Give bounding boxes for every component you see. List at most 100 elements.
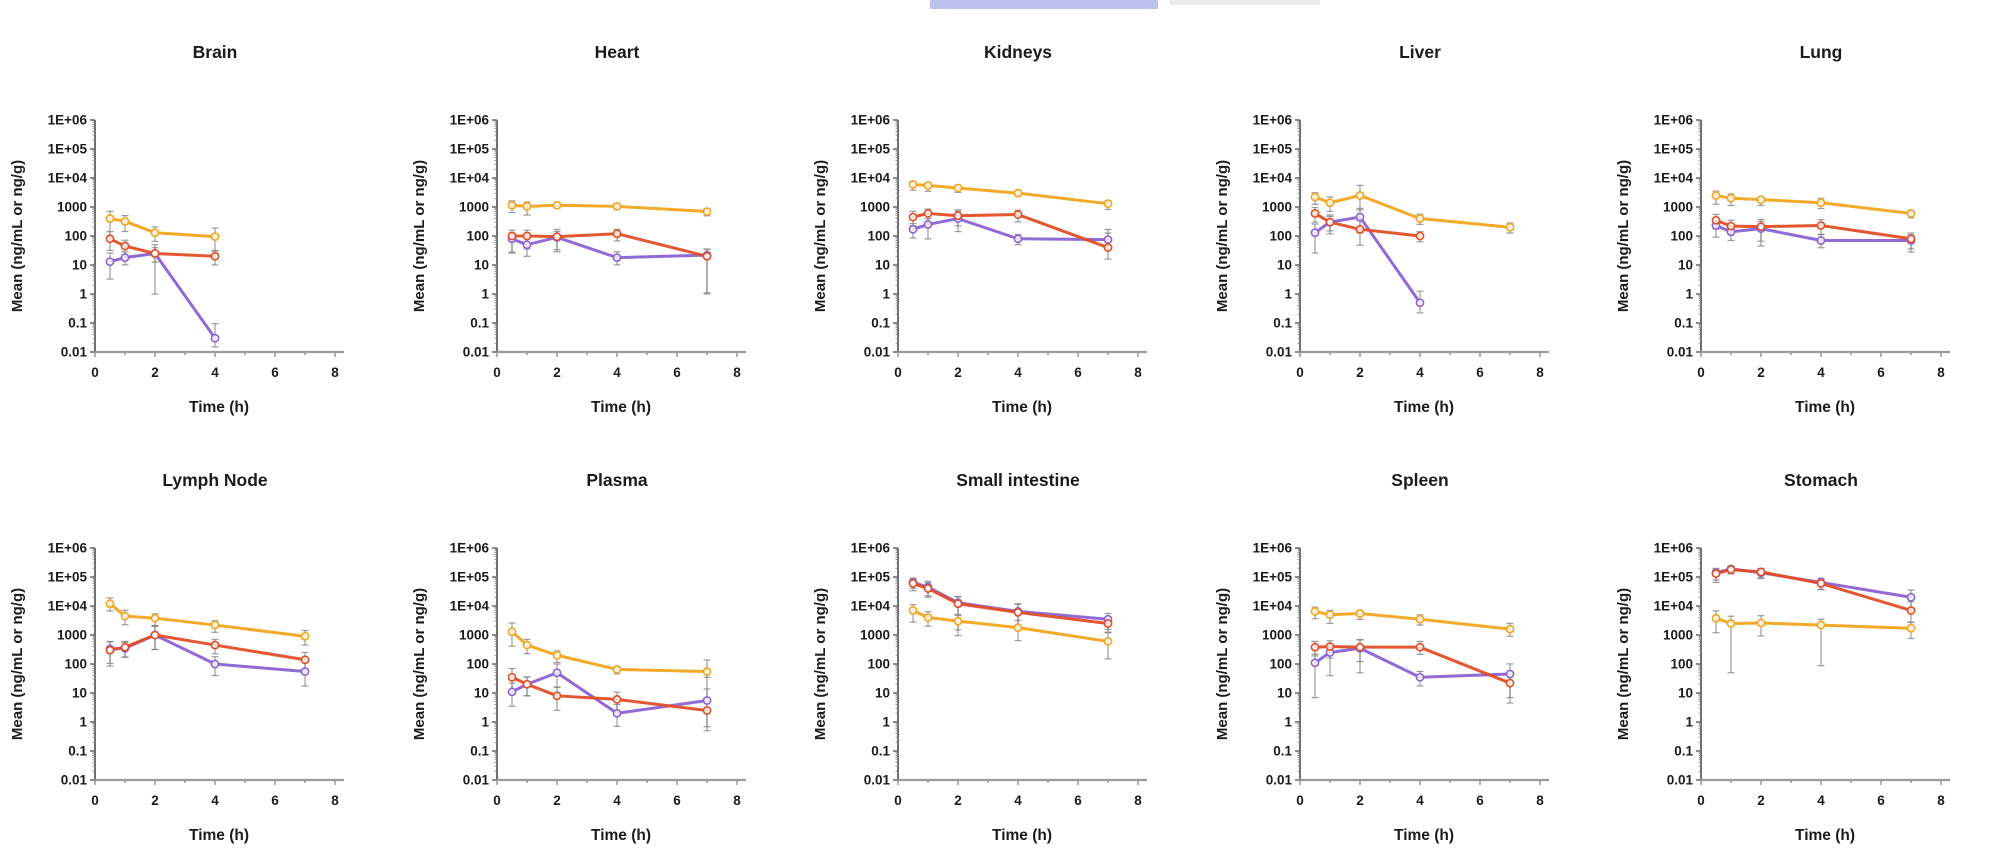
series-gold-marker (1355, 609, 1365, 618)
series-purple-marker (702, 696, 711, 705)
x-axis-label: Time (h) (591, 827, 651, 844)
series-purple-marker (908, 224, 918, 234)
series-red-marker (1711, 215, 1721, 225)
y-axis-label: Mean (ng/mL or ng/g) (1615, 160, 1632, 312)
series-gold-marker (1325, 610, 1335, 620)
y-tick-label: 1E+06 (1252, 541, 1292, 556)
series-gold-marker (1906, 209, 1916, 218)
x-tick-label: 0 (1296, 793, 1304, 808)
y-axis-label: Mean (ng/mL or ng/g) (1615, 588, 1632, 740)
series-gold-marker (105, 214, 115, 223)
x-tick-label: 8 (733, 793, 741, 808)
series-red-marker (300, 655, 310, 665)
series-gold-marker (702, 207, 711, 216)
series-red-marker (210, 640, 220, 650)
x-tick-label: 4 (1014, 365, 1022, 380)
x-tick-label: 0 (1296, 365, 1304, 380)
series-gold-line (911, 182, 1110, 206)
series-purple-marker (552, 668, 561, 678)
series-gold-line (510, 630, 709, 674)
series-purple-marker (1355, 212, 1365, 222)
y-axis-label: Mean (ng/mL or ng/g) (1214, 160, 1231, 312)
chart-plot: 1E+06 1E+05 1E+04 1000 100 10 1 0.1 0.010 2 4 6 8 Spl… (1214, 470, 1549, 844)
x-tick-label: 0 (493, 793, 501, 808)
series-red-marker (612, 229, 621, 239)
x-tick-label: 2 (1758, 793, 1766, 808)
x-tick-label: 4 (1818, 365, 1826, 380)
y-tick-label: 0.1 (871, 316, 890, 331)
y-axis-label: Mean (ng/mL or ng/g) (9, 588, 26, 740)
x-tick-label: 4 (1416, 365, 1424, 380)
chart-cell-liver: 1E+06 1E+05 1E+04 1000 100 10 1 0.1 0.01 0 2 4 6 8 Liv… (1205, 0, 1607, 428)
series-gold-marker (300, 631, 310, 641)
y-tick-label: 1E+04 (1252, 599, 1292, 614)
chart-title: Spleen (1391, 470, 1448, 490)
y-tick-label: 100 (1671, 229, 1694, 244)
series-gold-marker (507, 627, 516, 637)
y-tick-label: 0.01 (61, 345, 88, 360)
series-red-marker (1756, 567, 1766, 577)
series-red-marker (150, 630, 160, 640)
chart-plot: 1E+06 1E+05 1E+04 1000 100 10 1 0.1 0.010 2 4 6 8 Lym… (9, 470, 344, 844)
series-gold-line (1714, 616, 1913, 630)
x-tick-label: 2 (151, 365, 159, 380)
series-gold-marker (1013, 188, 1023, 198)
y-tick-label: 0.1 (1675, 316, 1694, 331)
y-tick-label: 10 (875, 686, 890, 701)
y-tick-label: 1E+04 (1654, 599, 1694, 614)
y-axis-label: Mean (ng/mL or ng/g) (812, 160, 829, 312)
y-tick-label: 10 (72, 258, 87, 273)
x-tick-label: 0 (91, 365, 99, 380)
series-red-marker (552, 691, 561, 701)
y-tick-label: 1000 (1663, 200, 1693, 215)
series-gold-marker (1415, 214, 1425, 223)
chart-plot: 1E+06 1E+05 1E+04 1000 100 10 1 0.1 0.01 0 2 4 6 8 Pla… (411, 470, 746, 844)
chart-cell-lung: 1E+06 1E+05 1E+04 1000 100 10 1 0.1 0.01 0 2 4 6 8 Lun… (1606, 0, 2008, 428)
series-purple-marker (210, 333, 220, 343)
chart-title: Plasma (586, 470, 648, 490)
series-purple-marker (507, 687, 516, 697)
chart-cell-brain: 1E+06 1E+05 1E+04 1000 100 10 1 0.1 0.01 0 2 4 6 8 Bra… (0, 0, 402, 428)
series-red-marker (1711, 569, 1721, 579)
x-tick-label: 4 (211, 793, 219, 808)
series-gold-marker (1103, 199, 1113, 209)
series-gold-line (510, 203, 709, 213)
series-purple-marker (210, 659, 220, 669)
x-tick-label: 4 (1818, 793, 1826, 808)
y-tick-label: 100 (868, 657, 891, 672)
chart-title: Lung (1800, 42, 1843, 62)
y-tick-label: 0.1 (470, 316, 489, 331)
series-red-marker (120, 241, 130, 251)
x-tick-label: 2 (1356, 793, 1364, 808)
series-gold-marker (953, 183, 963, 193)
series-gold-marker (1310, 607, 1320, 616)
series-red-marker (1816, 579, 1826, 588)
series-gold-marker (1505, 222, 1515, 232)
y-tick-label: 1E+06 (851, 113, 891, 128)
series-gold-marker (702, 667, 711, 676)
y-tick-label: 1E+04 (851, 171, 891, 186)
series-red-line (1313, 211, 1422, 238)
x-axis-label: Time (h) (1394, 827, 1454, 844)
x-tick-label: 0 (1698, 365, 1706, 380)
x-tick-label: 6 (1878, 365, 1886, 380)
series-purple-marker (1013, 234, 1023, 244)
y-tick-label: 1E+05 (449, 570, 489, 585)
series-gold-line (1714, 193, 1913, 215)
series-red-marker (105, 645, 115, 655)
y-tick-label: 1 (79, 715, 87, 730)
series-red-line (108, 237, 217, 258)
x-tick-label: 2 (954, 793, 962, 808)
x-axis-label: Time (h) (1795, 399, 1855, 416)
series-red-marker (1906, 234, 1916, 244)
y-tick-label: 1 (481, 715, 489, 730)
series-red-line (911, 211, 1110, 250)
series-gold-marker (1726, 193, 1736, 203)
x-tick-label: 8 (331, 793, 339, 808)
series-gold-marker (612, 201, 621, 211)
series-purple-marker (1505, 669, 1515, 679)
y-tick-label: 100 (868, 229, 891, 244)
y-tick-label: 1000 (860, 628, 890, 643)
x-tick-label: 8 (1134, 365, 1142, 380)
y-tick-label: 1 (79, 287, 87, 302)
